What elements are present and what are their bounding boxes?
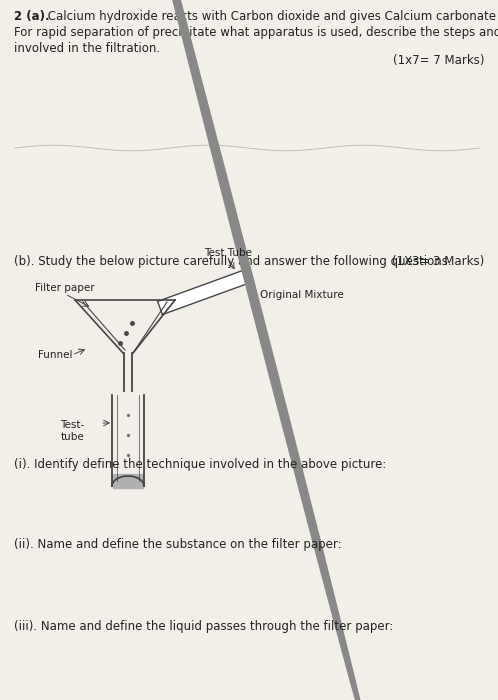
Text: For rapid separation of precipitate what apparatus is used, describe the steps a: For rapid separation of precipitate what… — [14, 26, 498, 39]
Text: (i). Identify define the technique involved in the above picture:: (i). Identify define the technique invol… — [14, 458, 386, 471]
Text: (ii). Name and define the substance on the filter paper:: (ii). Name and define the substance on t… — [14, 538, 342, 551]
Text: (b). Study the below picture carefully and answer the following questions.: (b). Study the below picture carefully a… — [14, 255, 452, 268]
Text: 2 (a).: 2 (a). — [14, 10, 50, 23]
Text: (1X3= 3 Marks): (1X3= 3 Marks) — [392, 255, 484, 268]
Polygon shape — [157, 270, 250, 314]
Text: Test-
tube: Test- tube — [60, 420, 84, 442]
Text: Calcium hydroxide reacts with Carbon dioxide and gives Calcium carbonate precipi: Calcium hydroxide reacts with Carbon dio… — [44, 10, 498, 23]
Text: (iii). Name and define the liquid passes through the filter paper:: (iii). Name and define the liquid passes… — [14, 620, 393, 633]
Text: Filter paper: Filter paper — [35, 283, 95, 293]
Text: Funnel: Funnel — [38, 350, 73, 360]
Text: (1x7= 7 Marks): (1x7= 7 Marks) — [392, 54, 484, 67]
Text: involved in the filtration.: involved in the filtration. — [14, 42, 160, 55]
Ellipse shape — [123, 0, 373, 700]
Text: Original Mixture: Original Mixture — [260, 290, 344, 300]
Text: Test Tube: Test Tube — [204, 248, 252, 258]
